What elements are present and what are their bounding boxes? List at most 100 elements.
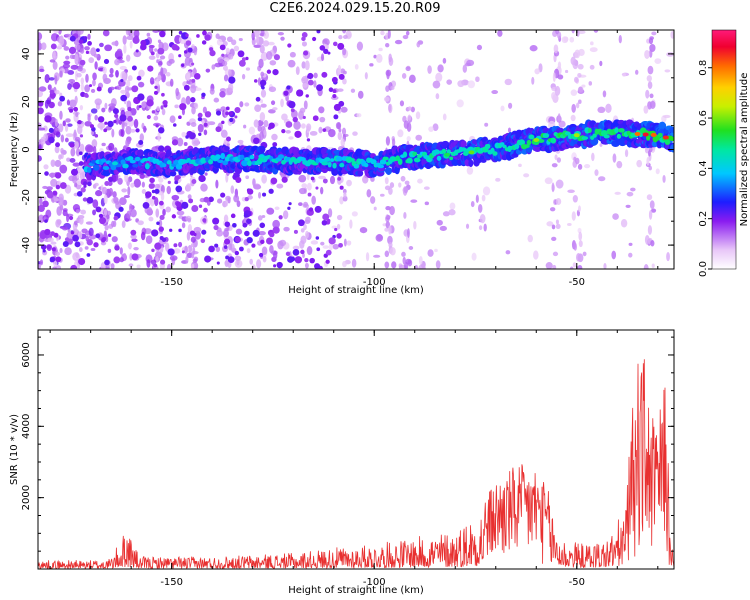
colorbar-tick-label: 0.4 bbox=[698, 160, 709, 176]
noise-dot bbox=[216, 261, 220, 265]
noise-speck bbox=[478, 225, 483, 231]
noise-speck bbox=[119, 65, 127, 70]
ridge-core bbox=[603, 134, 610, 139]
ridge-core bbox=[413, 157, 421, 163]
noise-dot bbox=[69, 35, 76, 42]
noise-speck bbox=[491, 90, 499, 95]
noise-dot bbox=[108, 233, 112, 237]
streak-speck bbox=[407, 106, 412, 111]
noise-speck bbox=[558, 120, 566, 128]
ridge-core bbox=[214, 154, 221, 160]
noise-speck bbox=[62, 63, 71, 69]
streak-speck bbox=[73, 129, 77, 139]
colorbar-tick-label: 0.0 bbox=[698, 261, 709, 277]
noise-dot bbox=[145, 191, 152, 198]
streak-speck bbox=[388, 241, 393, 249]
ridge-core bbox=[93, 164, 100, 171]
noise-speck bbox=[319, 116, 326, 123]
noise-dot bbox=[261, 85, 265, 90]
streak-speck bbox=[572, 59, 579, 70]
streak-speck bbox=[192, 68, 197, 75]
noise-dot bbox=[52, 190, 58, 196]
streak-speck bbox=[577, 86, 584, 93]
ridge-peak bbox=[634, 131, 641, 136]
streak-speck bbox=[79, 104, 84, 111]
noise-dot bbox=[185, 135, 189, 139]
noise-speck bbox=[545, 262, 553, 269]
noise-speck bbox=[410, 199, 418, 203]
streak-speck bbox=[192, 246, 196, 256]
ridge-core bbox=[492, 151, 498, 156]
noise-dot bbox=[78, 151, 83, 156]
ridge-core bbox=[592, 133, 597, 138]
ridge-core bbox=[449, 156, 454, 161]
noise-dot bbox=[38, 107, 44, 115]
noise-speck bbox=[203, 129, 208, 136]
noise-dot bbox=[193, 72, 201, 80]
streak-speck bbox=[387, 30, 391, 39]
noise-dot bbox=[339, 185, 344, 190]
streak-speck bbox=[343, 191, 347, 198]
noise-speck bbox=[133, 178, 141, 188]
streak-speck bbox=[78, 247, 83, 253]
noise-dot bbox=[285, 251, 291, 257]
ridge-core bbox=[327, 161, 332, 168]
noise-speck bbox=[365, 252, 370, 262]
noise-speck bbox=[190, 243, 195, 248]
noise-speck bbox=[625, 204, 631, 208]
streak-speck bbox=[120, 89, 126, 94]
noise-dot bbox=[51, 247, 56, 252]
noise-dot bbox=[130, 229, 137, 236]
ridge-peak bbox=[642, 132, 649, 137]
noise-dot bbox=[70, 264, 78, 269]
noise-speck bbox=[215, 179, 219, 189]
noise-dot bbox=[312, 115, 319, 122]
noise-dot bbox=[233, 172, 237, 177]
noise-dot bbox=[208, 245, 215, 253]
noise-speck bbox=[589, 64, 595, 70]
streak-speck bbox=[647, 65, 654, 75]
noise-dot bbox=[181, 250, 185, 254]
noise-speck bbox=[293, 120, 301, 130]
noise-dot bbox=[55, 142, 60, 148]
noise-speck bbox=[153, 115, 159, 121]
noise-speck bbox=[92, 209, 97, 216]
noise-dot bbox=[38, 100, 44, 107]
noise-speck bbox=[54, 145, 60, 154]
noise-dot bbox=[309, 257, 315, 264]
noise-speck bbox=[108, 73, 114, 78]
noise-speck bbox=[328, 242, 333, 251]
noise-dot bbox=[325, 259, 330, 264]
noise-dot bbox=[239, 246, 244, 252]
noise-speck bbox=[423, 186, 430, 190]
streak-speck bbox=[190, 84, 197, 94]
noise-speck bbox=[46, 244, 52, 250]
streak-speck bbox=[300, 228, 305, 233]
streak-speck bbox=[573, 76, 579, 83]
noise-speck bbox=[102, 73, 108, 82]
noise-dot bbox=[190, 97, 196, 103]
noise-dot bbox=[160, 259, 166, 265]
noise-speck bbox=[52, 61, 58, 70]
streak-speck bbox=[303, 100, 308, 110]
noise-dot bbox=[214, 243, 219, 248]
ridge-peak bbox=[662, 135, 669, 140]
noise-dot bbox=[316, 84, 324, 92]
noise-dot bbox=[78, 257, 86, 266]
noise-speck bbox=[233, 194, 240, 203]
streak-speck bbox=[555, 219, 559, 225]
noise-speck bbox=[220, 129, 228, 138]
noise-speck bbox=[584, 163, 591, 169]
streak-speck bbox=[401, 251, 406, 257]
noise-dot bbox=[191, 78, 196, 83]
noise-speck bbox=[38, 127, 46, 131]
noise-speck bbox=[497, 30, 503, 37]
noise-dot bbox=[49, 258, 55, 263]
noise-dot bbox=[244, 196, 249, 202]
noise-dot bbox=[243, 213, 248, 218]
noise-speck bbox=[95, 190, 103, 197]
noise-dot bbox=[224, 221, 231, 228]
noise-speck bbox=[434, 248, 438, 253]
noise-speck bbox=[364, 72, 368, 80]
noise-dot bbox=[201, 229, 207, 235]
